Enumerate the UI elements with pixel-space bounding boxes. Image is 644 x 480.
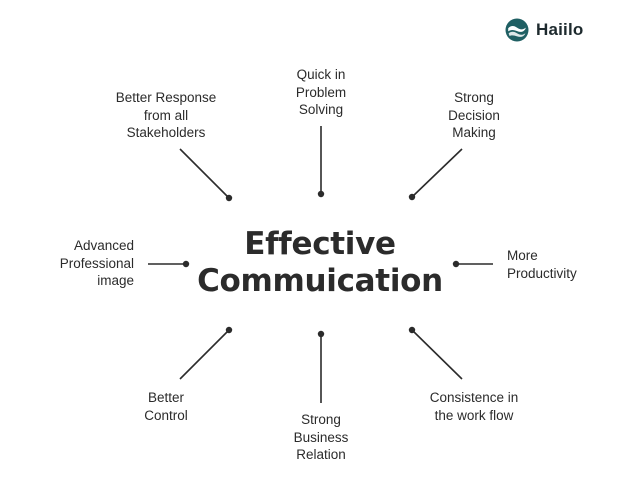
- benefit-label-line: Strong: [454, 90, 494, 105]
- benefit-right: More Productivity: [507, 247, 617, 282]
- connector-bottom-left: [179, 326, 233, 380]
- connector-top-left: [179, 148, 233, 202]
- center-title-line-2: Commuication: [197, 263, 443, 299]
- center-title: Effective Commuication: [170, 226, 470, 300]
- connector-top: [317, 126, 325, 198]
- benefit-label-line: Better: [147, 390, 185, 405]
- benefit-label-line: More: [507, 248, 538, 263]
- connector-bottom: [317, 330, 325, 403]
- connector-bottom-right: [408, 326, 463, 380]
- benefit-label-line: Decision: [448, 107, 500, 123]
- benefit-label-line: Stakeholders: [126, 125, 206, 140]
- benefit-bottom-right: Consistence in the work flow: [410, 389, 538, 424]
- benefit-label-line: Solving: [298, 102, 344, 117]
- benefit-bottom: Strong Business Relation: [266, 411, 376, 464]
- benefit-label-line: Problem: [295, 84, 347, 100]
- benefit-label-line: the work flow: [434, 407, 514, 423]
- benefit-top-left: Better Response from all Stakeholders: [96, 89, 236, 142]
- benefit-label-line: Making: [452, 125, 496, 140]
- benefit-label-line: Quick in: [296, 67, 346, 82]
- benefit-label-line: Productivity: [507, 265, 577, 281]
- benefit-label-line: Professional: [59, 255, 134, 271]
- benefit-label-line: Relation: [296, 447, 346, 462]
- haiilo-logo: Haiilo: [505, 18, 584, 42]
- benefit-label-line: Business: [293, 429, 349, 445]
- center-title-line-1: Effective: [244, 226, 396, 262]
- benefit-label-line: from all: [143, 107, 189, 123]
- benefit-top-right: Strong Decision Making: [424, 89, 524, 142]
- benefit-label-line: image: [97, 273, 134, 288]
- benefit-label-line: Better Response: [115, 90, 217, 105]
- brand-name: Haiilo: [536, 20, 584, 39]
- benefit-label-line: Consistence in: [429, 390, 519, 405]
- haiilo-logo-icon: [505, 18, 529, 42]
- connector-right: [452, 260, 493, 268]
- benefit-left: Advanced Professional image: [30, 237, 134, 290]
- benefit-label-line: Advanced: [73, 238, 134, 253]
- benefit-top: Quick in Problem Solving: [261, 66, 381, 119]
- benefit-label-line: Control: [144, 407, 188, 423]
- benefit-bottom-left: Better Control: [126, 389, 206, 424]
- connector-top-right: [408, 148, 463, 201]
- benefit-label-line: Strong: [301, 412, 341, 427]
- connector-left: [148, 260, 190, 268]
